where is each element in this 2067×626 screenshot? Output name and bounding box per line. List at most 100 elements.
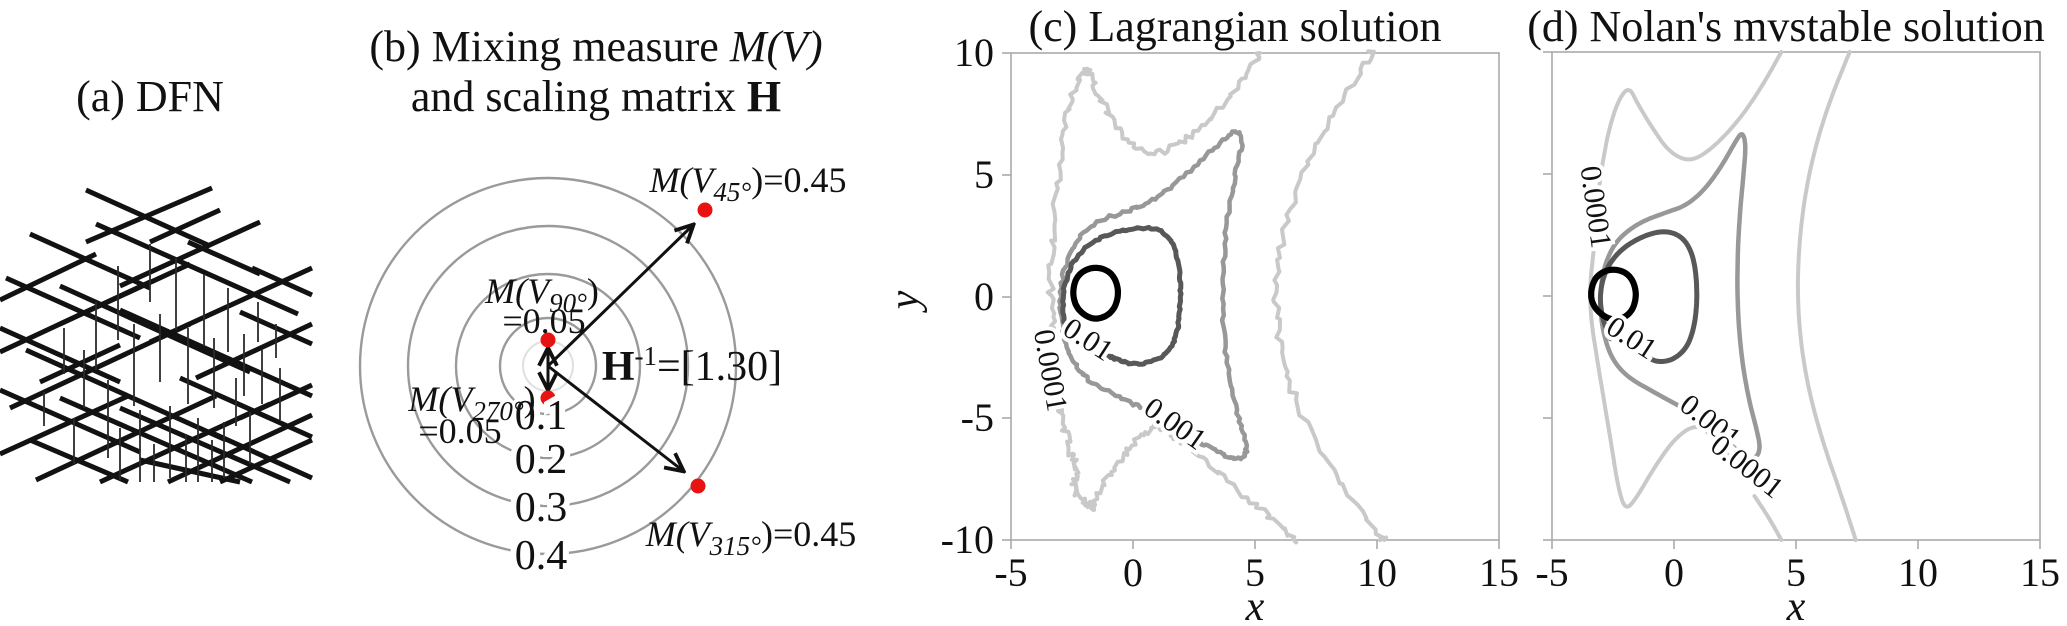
contour-level-0.1 bbox=[1070, 264, 1121, 322]
xtick-15: 15 bbox=[2020, 550, 2060, 595]
plot-d-xtick-labels: -5 0 5 10 15 bbox=[1535, 550, 2060, 595]
measure-labels: M(V45°)=0.45 M(V90°) =0.05 M(V270°) =0.0… bbox=[407, 160, 856, 561]
panel-c-title: (c) Lagrangian solution bbox=[1028, 2, 1442, 51]
label-M270-line1: M(V270°) bbox=[407, 379, 535, 426]
fracture-line-setB bbox=[148, 207, 222, 245]
contour-label: 0.0001 bbox=[1704, 428, 1789, 505]
label-M315: M(V315°)=0.45 bbox=[645, 514, 857, 561]
ring-label-0.2: 0.2 bbox=[515, 437, 568, 483]
contour-level-0.0001 bbox=[1795, 50, 1858, 542]
polar-rings bbox=[358, 176, 738, 556]
fracture-line-setB bbox=[166, 412, 314, 485]
panel-b-title-line1: (b) Mixing measure M(V) bbox=[320, 22, 872, 72]
ytick--10: -10 bbox=[941, 517, 994, 562]
plot-d-frame bbox=[1551, 51, 2041, 541]
contour-level-0.0001 bbox=[1597, 50, 1784, 186]
plot-c-ticks bbox=[1002, 52, 1500, 549]
fracture-line-setB bbox=[85, 185, 213, 245]
contour-level-0.0001 bbox=[1271, 49, 1389, 543]
measure-points bbox=[540, 202, 713, 494]
fracture-line-setB bbox=[238, 382, 314, 421]
xtick--5: -5 bbox=[1535, 550, 1568, 595]
xtick-0: 0 bbox=[1123, 550, 1143, 595]
ytick--5: -5 bbox=[961, 395, 994, 440]
panel-b-title: (b) Mixing measure M(V) and scaling matr… bbox=[320, 22, 872, 122]
panel-b-title-text: (b) Mixing measure bbox=[369, 22, 730, 71]
fracture-line-setB bbox=[218, 437, 314, 485]
fracture-line-setA bbox=[119, 405, 291, 485]
plot-d-xlabel: x bbox=[1786, 584, 1806, 626]
fracture-line-setB bbox=[148, 265, 314, 345]
xtick--5: -5 bbox=[994, 550, 1027, 595]
xtick-0: 0 bbox=[1664, 550, 1684, 595]
point-45deg bbox=[697, 202, 713, 218]
ytick-0: 0 bbox=[974, 274, 994, 319]
ring-0.4 bbox=[358, 176, 738, 556]
plot-c-xtick-labels: -5 0 5 10 15 bbox=[994, 550, 1519, 595]
point-90deg bbox=[540, 332, 556, 348]
plot-d-ticks bbox=[1543, 51, 2041, 549]
contour-label: 0.0001 bbox=[1574, 164, 1618, 250]
fracture-line-setA bbox=[118, 307, 314, 399]
ring-label-0.3: 0.3 bbox=[515, 485, 568, 531]
fracture-line-setB bbox=[194, 321, 314, 381]
xtick-15: 15 bbox=[1479, 550, 1519, 595]
contour-level-0.001 bbox=[1057, 129, 1250, 462]
contour-level-0.0001 bbox=[1045, 51, 1262, 340]
arrow-315deg bbox=[547, 364, 682, 470]
arrow-45deg bbox=[546, 226, 692, 368]
fracture-line-setB bbox=[118, 219, 262, 289]
label-H-inverse: H-1=[1.30] bbox=[602, 341, 782, 390]
mixing-measure-diagram: 0.1 0.2 0.3 0.4 M(V45°)=0.45 M(V90°) =0.… bbox=[358, 160, 856, 585]
panel-b-title-text2: and scaling matrix bbox=[410, 72, 747, 121]
panel-b-title-line2: and scaling matrix H bbox=[320, 72, 872, 122]
contour-level-0.0001 bbox=[1752, 494, 1784, 542]
fracture-line-setA bbox=[208, 429, 314, 481]
xtick-10: 10 bbox=[1898, 550, 1938, 595]
ring-0.3 bbox=[406, 224, 690, 508]
plot-c-ylabel: y bbox=[882, 290, 928, 313]
fracture-line-setA bbox=[94, 221, 300, 317]
label-M90-line2: =0.05 bbox=[502, 301, 585, 341]
plot-c-frame bbox=[1010, 52, 1500, 541]
xtick-10: 10 bbox=[1357, 550, 1397, 595]
fracture-line-setB bbox=[38, 342, 122, 385]
ytick-10: 10 bbox=[954, 30, 994, 75]
fracture-line-setB bbox=[58, 261, 192, 327]
panel-b-title-math: M(V) bbox=[729, 22, 823, 71]
label-M270-line2: =0.05 bbox=[418, 411, 501, 451]
contour-level-0.01 bbox=[1060, 224, 1184, 367]
xtick-5: 5 bbox=[1245, 550, 1265, 595]
xtick-5: 5 bbox=[1786, 550, 1806, 595]
fracture-line-setB bbox=[0, 393, 130, 457]
ring-label-0.4: 0.4 bbox=[515, 533, 568, 579]
point-270deg bbox=[540, 390, 556, 406]
ytick-5: 5 bbox=[974, 152, 994, 197]
dfn-network-graphic bbox=[0, 185, 314, 485]
plot-c-ytick-labels: 10 5 0 -5 -10 bbox=[941, 30, 994, 562]
label-M90-line1: M(V90°) bbox=[484, 271, 599, 318]
panel-d-title: (d) Nolan's mvstable solution bbox=[1527, 2, 2045, 51]
fracture-line-setA bbox=[58, 283, 252, 375]
panel-a-title: (a) DFN bbox=[76, 72, 224, 121]
fracture-line-setA bbox=[0, 325, 122, 385]
contour-level-0.0001 bbox=[1588, 250, 1733, 509]
ring-0.2 bbox=[454, 272, 642, 460]
contour-level-0.01 bbox=[1597, 229, 1700, 364]
point-315deg bbox=[690, 478, 706, 494]
contour-level-0.0001 bbox=[1054, 401, 1299, 545]
panel-b-title-H: H bbox=[746, 72, 782, 121]
fracture-line-setB bbox=[0, 251, 98, 303]
ring-value-labels: 0.1 0.2 0.3 0.4 bbox=[509, 387, 574, 585]
label-M45: M(V45°)=0.45 bbox=[648, 160, 846, 207]
ring-0.1 bbox=[498, 316, 598, 416]
contour-level-0.1 bbox=[1588, 266, 1639, 323]
fracture-line-setB bbox=[34, 393, 218, 483]
ring-label-0.1: 0.1 bbox=[515, 393, 568, 439]
plot-c-xlabel: x bbox=[1245, 584, 1265, 626]
